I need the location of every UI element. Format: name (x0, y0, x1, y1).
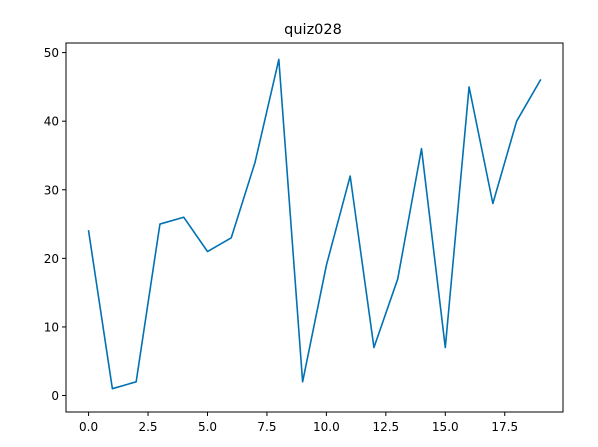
x-tick-label: 7.5 (257, 420, 276, 434)
x-tick-label: 15.0 (432, 420, 459, 434)
data-point (88, 230, 90, 232)
data-point (302, 381, 304, 383)
x-tick-label: 17.5 (491, 420, 518, 434)
data-point (254, 162, 256, 164)
y-tick-label: 20 (44, 252, 59, 266)
data-point (159, 223, 161, 225)
chart-title: quiz028 (284, 22, 342, 38)
y-tick-label: 10 (44, 320, 59, 334)
data-point (112, 388, 114, 390)
data-point (516, 120, 518, 122)
x-tick-label: 0.0 (79, 420, 98, 434)
data-point (278, 59, 280, 61)
x-tick-label: 5.0 (198, 420, 217, 434)
data-point (183, 216, 185, 218)
y-tick-label: 30 (44, 183, 59, 197)
data-point (230, 237, 232, 239)
data-point (326, 264, 328, 266)
y-tick-label: 0 (51, 389, 59, 403)
y-tick-label: 40 (44, 115, 59, 129)
data-point (373, 347, 375, 349)
data-point (444, 347, 446, 349)
y-tick-label: 50 (44, 46, 59, 60)
x-tick-label: 2.5 (138, 420, 157, 434)
data-point (468, 86, 470, 88)
x-tick-label: 12.5 (372, 420, 399, 434)
data-point (397, 278, 399, 280)
data-point (421, 148, 423, 150)
data-point (207, 251, 209, 253)
x-tick-label: 10.0 (313, 420, 340, 434)
data-point (349, 175, 351, 177)
data-point (540, 79, 542, 81)
data-point (135, 381, 137, 383)
data-point (492, 203, 494, 205)
